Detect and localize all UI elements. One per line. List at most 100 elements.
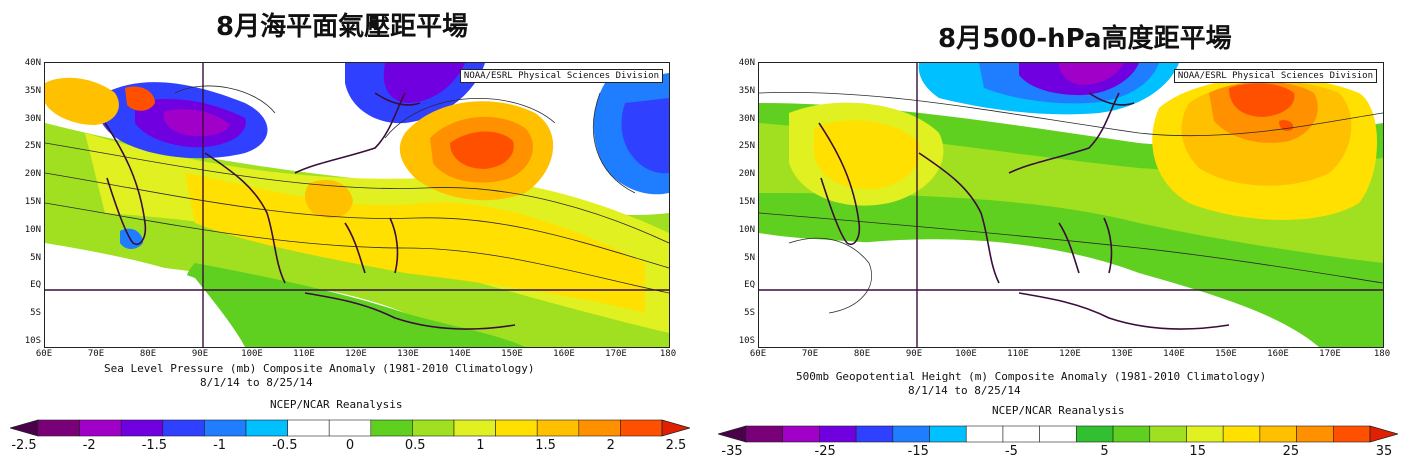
lat-tick-label: 25N [738,141,755,152]
z500-contour-field [759,63,1383,347]
colorbar-swatch [929,425,967,443]
colorbar-swatch [370,419,413,437]
colorbar-arrow-low [10,419,39,437]
panel-title: 8月海平面氣壓距平場 [216,12,469,42]
colorbar-swatch [245,419,288,437]
colorbar-tick-label: 1.5 [535,438,556,453]
colorbar-swatch [819,425,857,443]
colorbar-swatch [1002,425,1040,443]
lon-tick-label: 180 [659,349,677,359]
colorbar-tick-label: 2.5 [665,438,687,453]
colorbar-tick-label: 0.5 [404,438,426,453]
lat-tick-label: EQ [30,280,41,291]
caption-line-1: Sea Level Pressure (mb) Composite Anomal… [104,362,535,375]
colorbar-swatch [453,419,496,437]
colorbar-swatch [37,419,80,437]
lon-tick-label: 180 [1373,349,1391,359]
lat-tick-label: 15N [738,197,755,207]
lon-tick-label: 120E [345,349,367,359]
colorbar-tick-label: 2 [606,438,615,453]
colorbar-tick-label: -15 [907,444,929,459]
lon-tick-label: 140E [1163,349,1185,359]
lon-tick-label: 150E [501,349,523,359]
lon-tick-label: 70E [87,349,105,359]
caption-line-2: 8/1/14 to 8/25/14 [908,384,1021,397]
lat-tick-label: 40N [738,58,755,68]
slp-anomaly-map: NOAA/ESRL Physical Sciences Division [44,62,670,348]
colorbar-swatch [965,425,1004,443]
colorbar-swatch [328,419,372,437]
lon-tick-label: 160E [1267,349,1289,359]
z500-anomaly-panel: 8月500-hPa高度距平場 [712,0,1412,462]
colorbar-tick-label: 0 [345,438,355,453]
colorbar-swatch [1222,425,1261,443]
colorbar-swatch [1259,425,1297,443]
caption-line-3: NCEP/NCAR Reanalysis [992,404,1125,417]
colorbar-swatch [1296,425,1334,443]
lat-tick-label: 10S [738,336,755,346]
lat-tick-label: 35N [24,85,41,96]
colorbar-swatch [745,425,784,443]
colorbar-tick-label: 15 [1189,444,1206,459]
lon-tick-label: 60E [749,349,767,359]
caption-line-1: 500mb Geopotential Height (m) Composite … [796,370,1267,383]
colorbar-swatch [855,425,894,443]
lon-tick-label: 80E [853,349,871,359]
lon-tick-label: 60E [35,349,53,359]
colorbar-swatch [120,419,164,437]
lon-tick-label: 100E [241,349,263,359]
lon-tick-label: 130E [1111,349,1133,359]
colorbar-tick-label: -2 [82,438,96,453]
colorbar-swatch [578,419,621,437]
lon-tick-label: 70E [801,349,819,359]
colorbar-swatch [1076,425,1114,443]
colorbar-arrow-low [718,425,747,443]
colorbar-tick-label: -0.5 [272,438,298,453]
lat-tick-label: 40N [24,58,41,68]
lat-tick-label: EQ [744,280,755,291]
lat-tick-label: 20N [24,169,41,180]
colorbar-tick-label: 1 [476,438,485,453]
lon-tick-label: 90E [191,349,209,359]
colorbar-swatch [412,419,455,437]
colorbar-swatch [204,419,247,437]
colorbar-tick-label: -1 [213,438,227,453]
lat-tick-label: 10S [24,336,41,346]
colorbar-tick-label: -2.5 [11,438,37,453]
colorbar-tick-label: 25 [1282,444,1300,459]
lat-tick-label: 15N [24,197,41,207]
lon-tick-label: 110E [293,349,315,359]
colorbar-swatch [287,419,330,437]
lat-tick-label: 10N [738,224,755,235]
lon-tick-label: 90E [905,349,923,359]
attribution-label: NOAA/ESRL Physical Sciences Division [1173,69,1377,83]
colorbar-arrow-high [661,419,690,437]
lat-tick-label: 30N [24,113,41,124]
lon-tick-label: 110E [1007,349,1029,359]
colorbar-swatch [162,419,205,437]
colorbar-swatch [536,419,580,437]
slp-anomaly-panel: 8月海平面氣壓距平場 [0,0,700,462]
lon-tick-label: 130E [397,349,419,359]
lon-tick-label: 120E [1059,349,1081,359]
colorbar-swatch [1039,425,1077,443]
colorbar-swatch [892,425,930,443]
lat-tick-label: 10N [24,224,41,235]
lon-tick-label: 100E [955,349,977,359]
colorbar-swatch [79,419,122,437]
z500-colorbar [718,425,1398,443]
colorbar-arrow-high [1369,425,1398,443]
lon-tick-label: 150E [1215,349,1237,359]
lat-tick-label: 25N [24,141,41,152]
lat-tick-label: 5S [744,308,755,319]
lat-tick-label: 20N [738,169,755,180]
colorbar-tick-label: -5 [1004,444,1018,459]
colorbar-tick-label: -1.5 [141,438,168,453]
colorbar-tick-label: 35 [1375,444,1393,459]
z500-anomaly-map: NOAA/ESRL Physical Sciences Division [758,62,1384,348]
lat-tick-label: 5S [30,308,41,319]
panel-title: 8月500-hPa高度距平場 [938,24,1232,54]
lat-tick-label: 5N [30,252,41,263]
attribution-label: NOAA/ESRL Physical Sciences Division [459,69,663,83]
lon-tick-label: 170E [605,349,627,359]
